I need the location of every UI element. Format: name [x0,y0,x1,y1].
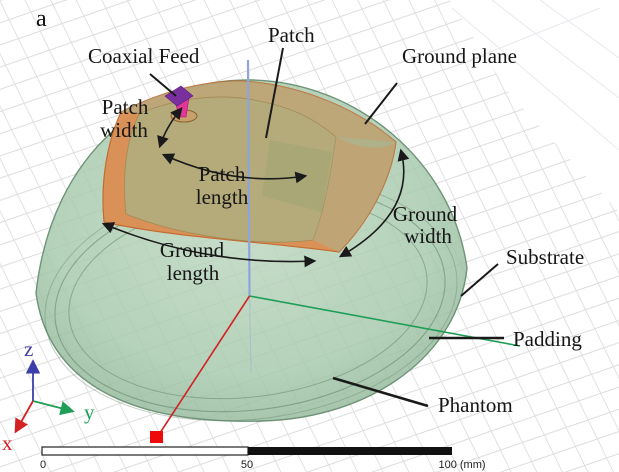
scale-bar-white-segment [41,446,249,456]
label-patch: Patch [268,23,315,47]
patch-leader [265,47,284,139]
triad-x-label: x [2,431,13,455]
label-coaxial-feed: Coaxial Feed [88,44,200,68]
origin-marker [150,431,163,443]
phantom-leader [332,376,429,408]
label-ground-length-line1: Ground [160,238,225,262]
scale-bar-black-segment [248,447,452,455]
coordinate-triad: z y x [2,337,95,455]
label-substrate: Substrate [506,245,584,269]
feed-cap [164,85,194,107]
panel-label: a [36,6,47,32]
label-ground-width-line1: Ground [393,202,458,226]
triad-y-arrow [32,400,75,416]
triad-y-label: y [84,400,95,424]
ground-length-arrow [101,222,317,268]
patch-width-arrow [157,107,183,149]
label-patch-length-line2: length [196,185,249,209]
label-ground-plane: Ground plane [402,44,517,68]
grid-horizon-blank [450,0,619,212]
label-ground-length-line2: length [167,261,220,285]
scale-tick-50: 50 [241,459,253,471]
scale-tick-0: 0 [40,459,46,471]
label-ground-width-line2: width [404,224,452,248]
scale-bar: 0 50 100 (mm) [40,446,486,471]
label-patch-width-line2: width [100,118,148,142]
scale-tick-100: 100 (mm) [438,459,485,471]
ground-width-arrow [338,148,410,258]
triad-x-arrow [14,400,34,434]
model-z-axis-line-below [248,295,252,373]
substrate-leader [460,263,499,297]
patch-length-arrow [161,153,308,184]
coaxial-feed-leader [149,73,177,97]
ground-plane-leader [364,82,398,125]
label-patch-width-line1: Patch [102,95,149,119]
far-plane-grid [451,0,619,151]
label-padding: Padding [513,327,582,351]
model-x-axis-line [157,295,251,437]
label-patch-length-line1: Patch [199,162,246,186]
triad-z-label: z [24,337,33,361]
label-phantom: Phantom [438,393,513,417]
